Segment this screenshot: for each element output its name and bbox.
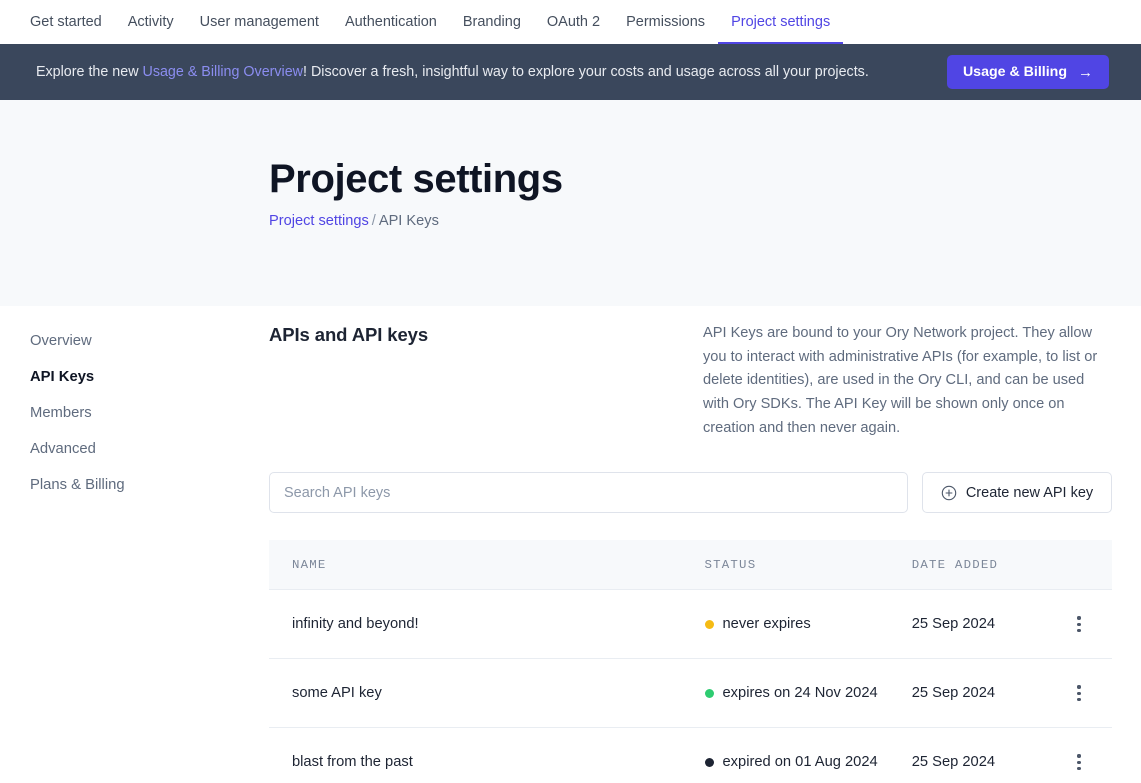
- cell-date-added: 25 Sep 2024: [911, 658, 1052, 729]
- cell-actions: [1051, 589, 1112, 660]
- cell-date-added: 25 Sep 2024: [911, 589, 1052, 660]
- banner-text-before: Explore the new: [36, 63, 143, 80]
- main-content: APIs and API keys API Keys are bound to …: [269, 306, 1141, 783]
- search-input[interactable]: [269, 472, 908, 514]
- cell-actions: [1051, 727, 1112, 783]
- cell-status: expires on 24 Nov 2024: [704, 658, 912, 729]
- settings-sidebar: Overview API Keys Members Advanced Plans & B…: [0, 306, 269, 783]
- api-keys-table: NAME STATUS DATE ADDED infinity and beyo…: [269, 540, 1112, 783]
- sidebar-item-api-keys[interactable]: API Keys: [30, 368, 95, 385]
- page-header: Project settings Project settings / API Ke…: [0, 100, 1141, 306]
- banner-message: Explore the new Usage & Billing Overview…: [36, 63, 947, 82]
- usage-billing-button-label: Usage & Billing: [962, 64, 1067, 80]
- plus-circle-icon: [941, 485, 957, 501]
- column-header-actions: [1051, 540, 1112, 591]
- section-description: API Keys are bound to your Ory Network p…: [703, 325, 1098, 436]
- status-label: expires on 24 Nov 2024: [722, 685, 878, 702]
- status-badge: never expires: [704, 616, 912, 633]
- table-row: some API key expires on 24 Nov 2024 25 Sep…: [269, 658, 1112, 729]
- column-header-status: STATUS: [704, 540, 912, 591]
- announcement-banner: Explore the new Usage & Billing Overview…: [0, 44, 1141, 100]
- sidebar-item-members[interactable]: Members: [30, 404, 92, 421]
- table-row: blast from the past expired on 01 Aug 202…: [269, 727, 1112, 783]
- table-row: infinity and beyond! never expires 25 Sep …: [269, 589, 1112, 660]
- status-badge: expired on 01 Aug 2024: [704, 754, 912, 771]
- kebab-menu-icon[interactable]: [1066, 680, 1092, 706]
- usage-billing-button[interactable]: Usage & Billing →: [946, 55, 1109, 89]
- cell-key-name: blast from the past: [269, 727, 705, 783]
- cell-key-name: some API key: [269, 658, 705, 729]
- cell-status: never expires: [704, 589, 912, 660]
- table-header-row: NAME STATUS DATE ADDED: [269, 540, 1112, 591]
- kebab-menu-icon[interactable]: [1066, 749, 1092, 775]
- sidebar-item-overview[interactable]: Overview: [30, 333, 92, 349]
- status-badge: expires on 24 Nov 2024: [704, 685, 912, 702]
- nav-tab-project-settings[interactable]: Project settings: [718, 14, 844, 45]
- section-header: APIs and API keys API Keys are bound to …: [269, 322, 1112, 440]
- breadcrumb-separator: /: [371, 213, 376, 229]
- page-title: Project settings: [269, 157, 563, 201]
- sidebar-item-plans-billing[interactable]: Plans & Billing: [30, 476, 125, 493]
- breadcrumb: Project settings / API Keys: [269, 213, 1141, 229]
- nav-tab-activity[interactable]: Activity: [127, 13, 174, 30]
- nav-tab-oauth-2[interactable]: OAuth 2: [546, 13, 601, 30]
- breadcrumb-link-project-settings[interactable]: Project settings: [269, 213, 369, 229]
- cell-actions: [1051, 658, 1112, 729]
- api-keys-toolbar: Create new API key: [269, 472, 1112, 514]
- arrow-right-icon: →: [1078, 63, 1093, 81]
- kebab-menu-icon[interactable]: [1066, 611, 1092, 637]
- status-dot-icon: [704, 757, 714, 767]
- status-label: never expires: [722, 616, 811, 633]
- status-dot-icon: [704, 688, 714, 698]
- nav-tab-user-management[interactable]: User management: [199, 13, 319, 30]
- cell-status: expired on 01 Aug 2024: [704, 727, 912, 783]
- column-header-date-added: DATE ADDED: [911, 540, 1052, 591]
- api-keys-table-body: infinity and beyond! never expires 25 Sep …: [269, 589, 1112, 783]
- section-title: APIs and API keys: [269, 324, 429, 345]
- banner-text-after: ! Discover a fresh, insightful way to ex…: [303, 63, 869, 80]
- status-label: expired on 01 Aug 2024: [722, 754, 878, 771]
- column-header-name: NAME: [269, 540, 705, 591]
- create-new-api-key-label: Create new API key: [965, 484, 1094, 501]
- page-body: Overview API Keys Members Advanced Plans & B…: [0, 306, 1141, 783]
- nav-tab-permissions[interactable]: Permissions: [626, 13, 706, 30]
- nav-tab-authentication[interactable]: Authentication: [344, 13, 437, 30]
- breadcrumb-current-api-keys: API Keys: [378, 213, 439, 229]
- sidebar-item-advanced[interactable]: Advanced: [30, 440, 96, 457]
- status-dot-icon: [704, 619, 714, 629]
- api-keys-table-header: NAME STATUS DATE ADDED: [269, 540, 1112, 591]
- usage-billing-overview-link[interactable]: Usage & Billing Overview: [142, 63, 304, 80]
- cell-date-added: 25 Sep 2024: [911, 727, 1052, 783]
- nav-tab-get-started[interactable]: Get started: [30, 13, 102, 30]
- nav-tab-branding[interactable]: Branding: [462, 13, 521, 30]
- top-nav-tabs: Get started Activity User management Authen…: [30, 0, 844, 45]
- create-new-api-key-button[interactable]: Create new API key: [922, 472, 1112, 514]
- top-navigation-bar: Get started Activity User management Authen…: [0, 0, 1141, 45]
- cell-key-name: infinity and beyond!: [269, 589, 705, 660]
